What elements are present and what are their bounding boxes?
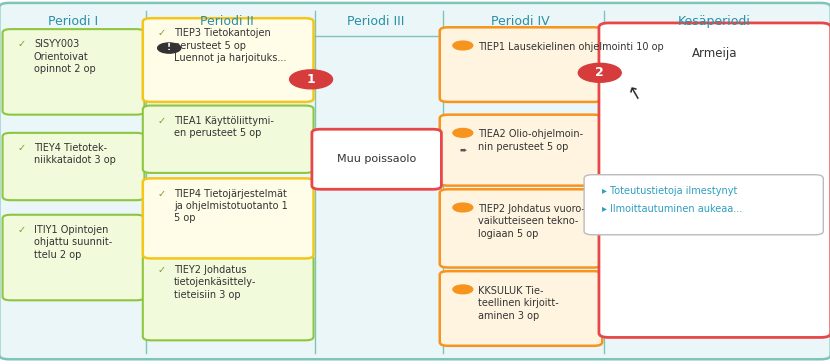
FancyBboxPatch shape xyxy=(0,3,830,359)
Text: ✓: ✓ xyxy=(158,265,166,275)
FancyBboxPatch shape xyxy=(143,18,314,102)
Text: Periodi III: Periodi III xyxy=(347,15,404,28)
Text: TIEP1 Lausekielinen ohjelmointi 10 op: TIEP1 Lausekielinen ohjelmointi 10 op xyxy=(478,42,663,52)
Circle shape xyxy=(453,203,473,212)
FancyBboxPatch shape xyxy=(312,129,442,189)
Text: 1: 1 xyxy=(307,73,315,86)
Circle shape xyxy=(453,128,473,137)
Circle shape xyxy=(579,63,621,82)
FancyBboxPatch shape xyxy=(440,271,603,346)
Text: TIEA2 Olio-ohjelmoin-
nin perusteet 5 op: TIEA2 Olio-ohjelmoin- nin perusteet 5 op xyxy=(478,129,583,152)
Text: 2: 2 xyxy=(595,66,604,79)
Text: KKSULUK Tie-
teellinen kirjoitt-
aminen 3 op: KKSULUK Tie- teellinen kirjoitt- aminen … xyxy=(478,286,559,321)
FancyBboxPatch shape xyxy=(2,215,144,300)
Text: Muu poissaolo: Muu poissaolo xyxy=(337,154,417,164)
Text: ✓: ✓ xyxy=(17,39,26,49)
Text: TIEP4 Tietojärjestelmät
ja ohjelmistotuotanto 1
5 op: TIEP4 Tietojärjestelmät ja ohjelmistotuo… xyxy=(174,189,288,223)
Text: ✓: ✓ xyxy=(158,116,166,126)
Text: TIEP2 Johdatus vuoro-
vaikutteiseen tekno-
logiaan 5 op: TIEP2 Johdatus vuoro- vaikutteiseen tekn… xyxy=(478,204,584,239)
FancyBboxPatch shape xyxy=(2,29,144,115)
Text: TIEY2 Johdatus
tietojenkäsittely-
tieteisiin 3 op: TIEY2 Johdatus tietojenkäsittely- tietei… xyxy=(174,265,256,300)
Text: ▸ Ilmoittautuminen aukeaa...: ▸ Ilmoittautuminen aukeaa... xyxy=(603,204,743,214)
Circle shape xyxy=(453,285,473,294)
Text: Periodi IV: Periodi IV xyxy=(491,15,549,28)
Text: ↖: ↖ xyxy=(624,84,644,105)
Text: Kesäperiodi: Kesäperiodi xyxy=(677,15,750,28)
FancyBboxPatch shape xyxy=(599,23,830,337)
Circle shape xyxy=(290,70,333,89)
FancyBboxPatch shape xyxy=(440,27,603,102)
FancyBboxPatch shape xyxy=(440,115,603,186)
FancyBboxPatch shape xyxy=(584,175,823,235)
Text: !: ! xyxy=(167,43,171,52)
FancyBboxPatch shape xyxy=(143,106,314,173)
Text: Periodi I: Periodi I xyxy=(47,15,98,28)
Text: TIEA1 Käyttöliittymi-
en perusteet 5 op: TIEA1 Käyttöliittymi- en perusteet 5 op xyxy=(174,116,274,138)
Circle shape xyxy=(453,41,473,50)
Text: ➨: ➨ xyxy=(460,146,467,155)
FancyBboxPatch shape xyxy=(143,255,314,340)
Text: ✓: ✓ xyxy=(17,225,26,235)
Text: TIEP3 Tietokantojen
perusteet 5 op
Luennot ja harjoituks...: TIEP3 Tietokantojen perusteet 5 op Luenn… xyxy=(174,28,286,63)
Text: Periodi II: Periodi II xyxy=(201,15,254,28)
Text: Armeija: Armeija xyxy=(692,47,738,60)
Text: ▸ Toteutustietoja ilmestynyt: ▸ Toteutustietoja ilmestynyt xyxy=(603,186,738,196)
Text: ✓: ✓ xyxy=(158,28,166,38)
FancyBboxPatch shape xyxy=(2,133,144,200)
Text: ✓: ✓ xyxy=(17,143,26,153)
FancyBboxPatch shape xyxy=(143,178,314,258)
Text: TIEY4 Tietotek-
niikkataidot 3 op: TIEY4 Tietotek- niikkataidot 3 op xyxy=(34,143,116,166)
Text: ✓: ✓ xyxy=(158,189,166,198)
Circle shape xyxy=(158,43,181,53)
FancyBboxPatch shape xyxy=(440,189,603,268)
Text: ITIY1 Opintojen
ohjattu suunnit-
ttelu 2 op: ITIY1 Opintojen ohjattu suunnit- ttelu 2… xyxy=(34,225,112,260)
Text: SISYY003
Orientoivat
opinnot 2 op: SISYY003 Orientoivat opinnot 2 op xyxy=(34,39,95,74)
